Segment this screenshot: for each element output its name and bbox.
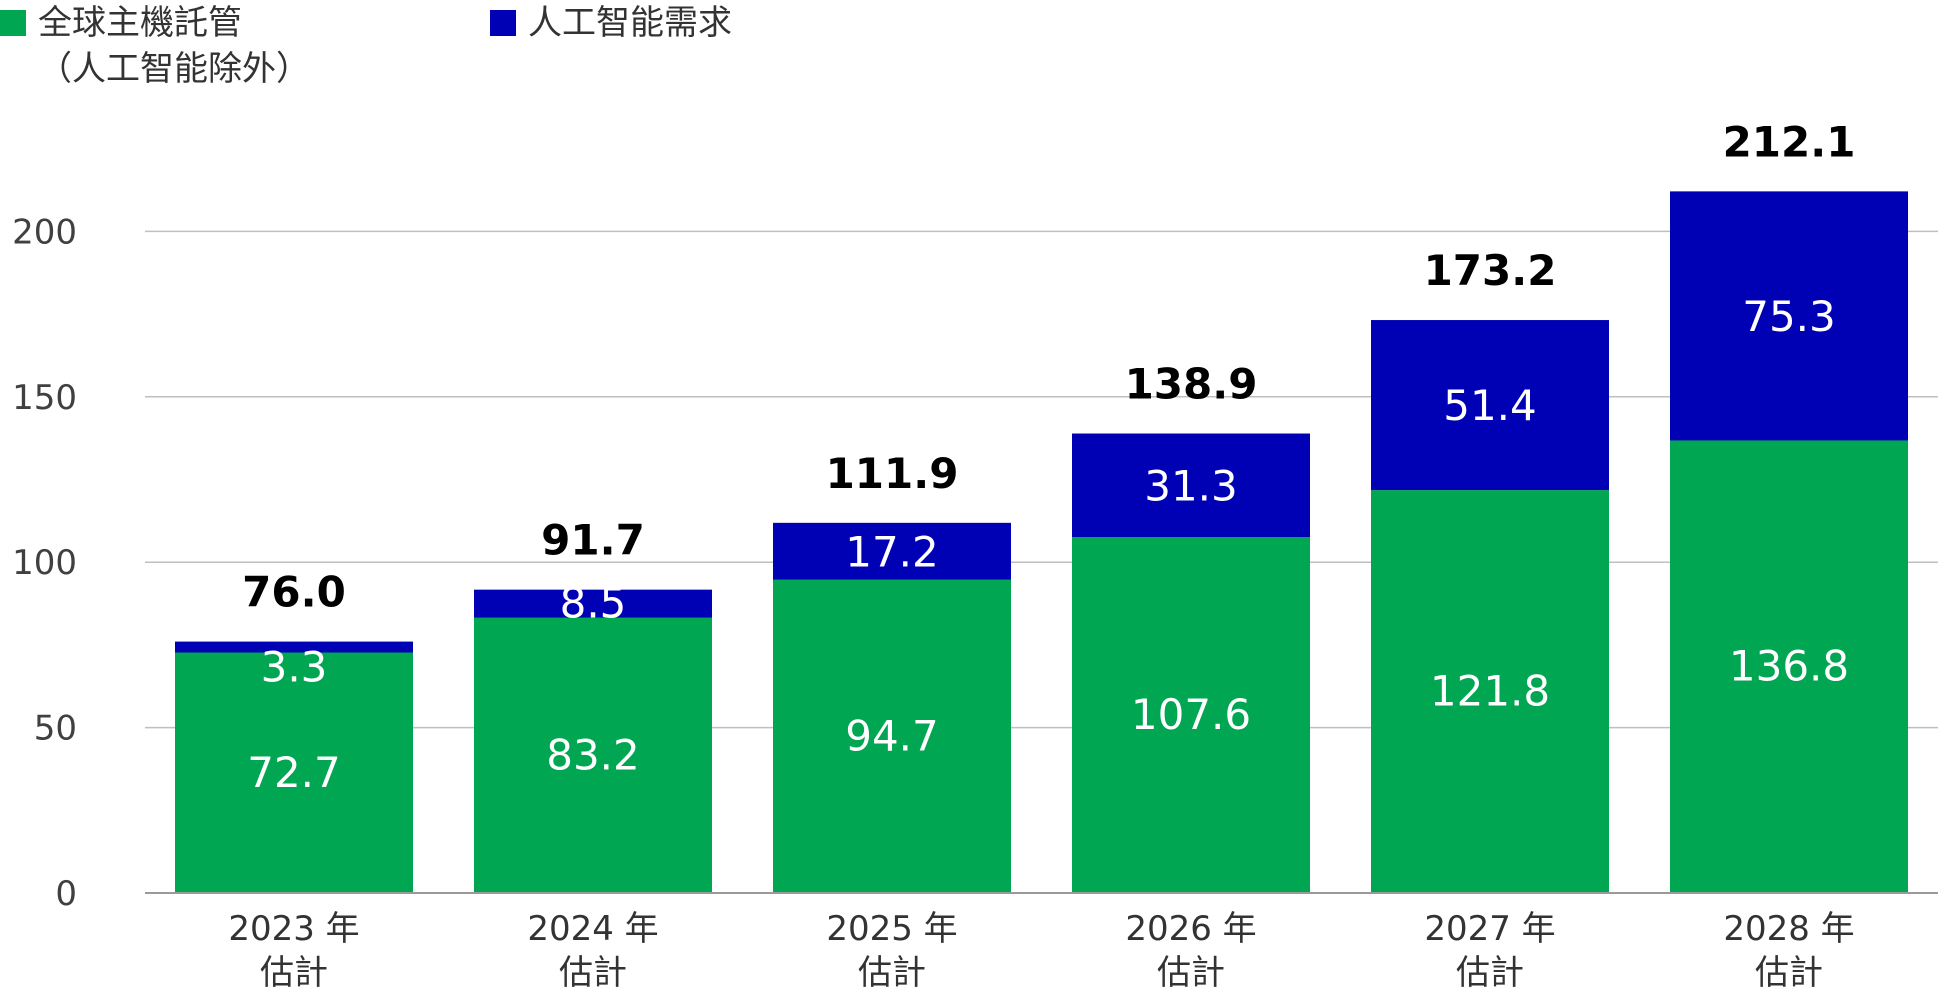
- x-tick-label-year-4: 2027 年: [1424, 909, 1555, 949]
- segment-label-colocation-3: 107.6: [1131, 690, 1251, 739]
- bar-ai-demand-5: [1670, 191, 1908, 441]
- segment-label-ai-demand-5: 75.3: [1742, 292, 1836, 341]
- segment-label-colocation-4: 121.8: [1430, 667, 1550, 716]
- y-tick-label-0: 0: [55, 874, 77, 914]
- legend-swatch-ai-demand: [490, 10, 516, 36]
- x-tick-label-year-3: 2026 年: [1125, 909, 1256, 949]
- segment-label-ai-demand-4: 51.4: [1443, 381, 1537, 430]
- segment-label-colocation-0: 72.7: [247, 748, 341, 797]
- total-label-5: 212.1: [1723, 117, 1856, 166]
- x-tick-label-year-0: 2023 年: [228, 909, 359, 949]
- segment-label-colocation-2: 94.7: [845, 711, 939, 760]
- legend-swatch-colocation: [0, 10, 26, 36]
- x-tick-label-year-1: 2024 年: [527, 909, 658, 949]
- bar-ai-demand-1: [474, 589, 712, 618]
- gridlines: [145, 230, 1938, 729]
- y-tick-label-100: 100: [12, 543, 77, 583]
- total-label-3: 138.9: [1125, 360, 1258, 409]
- bar-colocation-0: [175, 652, 413, 893]
- segment-label-ai-demand-3: 31.3: [1144, 461, 1238, 510]
- x-tick-label-note-2: 估計: [858, 953, 926, 993]
- bars: [175, 191, 1908, 893]
- total-label-1: 91.7: [541, 516, 645, 565]
- x-tick-label-note-1: 估計: [559, 953, 627, 993]
- segment-label-ai-demand-0: 3.3: [261, 643, 328, 692]
- x-tick-label-note-5: 估計: [1755, 953, 1823, 993]
- total-label-4: 173.2: [1424, 246, 1557, 295]
- x-tick-label-year-5: 2028 年: [1723, 909, 1854, 949]
- x-tick-label-note-0: 估計: [260, 953, 328, 993]
- total-label-0: 76.0: [242, 568, 346, 617]
- bar-colocation-1: [474, 617, 712, 893]
- bar-colocation-5: [1670, 440, 1908, 893]
- bar-ai-demand-3: [1072, 433, 1310, 538]
- segment-label-ai-demand-1: 8.5: [560, 579, 627, 628]
- legend-label-ai-demand: 人工智能需求: [528, 3, 732, 43]
- segment-label-ai-demand-2: 17.2: [845, 527, 939, 576]
- bar-ai-demand-0: [175, 641, 413, 653]
- segment-label-colocation-1: 83.2: [546, 730, 640, 779]
- bar-ai-demand-4: [1371, 320, 1609, 491]
- total-label-2: 111.9: [826, 449, 959, 498]
- bar-colocation-4: [1371, 490, 1609, 893]
- x-tick-label-year-2: 2025 年: [826, 909, 957, 949]
- bar-colocation-2: [773, 579, 1011, 893]
- x-tick-label-note-3: 估計: [1157, 953, 1225, 993]
- bar-colocation-3: [1072, 537, 1310, 893]
- y-tick-label-150: 150: [12, 378, 77, 418]
- y-tick-label-50: 50: [34, 709, 77, 749]
- y-tick-label-200: 200: [12, 212, 77, 252]
- bar-ai-demand-2: [773, 522, 1011, 580]
- legend-label-colocation: 全球主機託管 （人工智能除外）: [38, 3, 310, 89]
- data-labels: 72.7 3.3 76.0 83.2 8.5 91.7 94.7 17.2 111.9 107.6…: [242, 117, 1855, 796]
- x-tick-label-note-4: 估計: [1456, 953, 1524, 993]
- segment-label-colocation-5: 136.8: [1729, 642, 1849, 691]
